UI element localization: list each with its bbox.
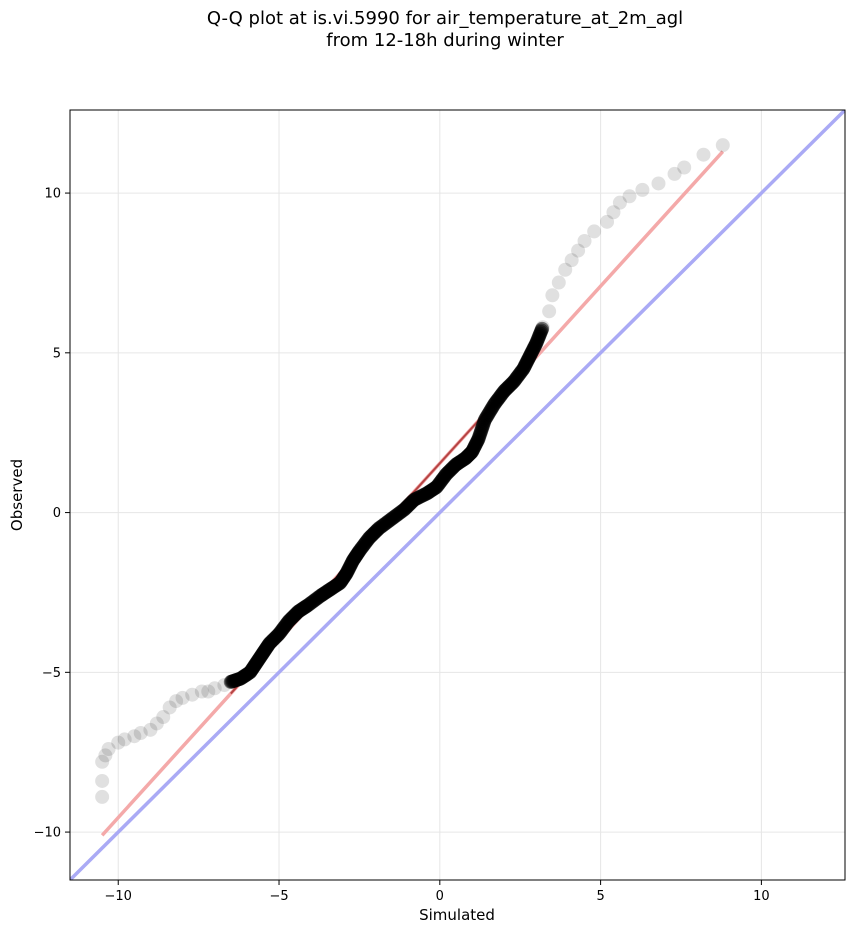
quantile-point: [558, 262, 573, 277]
quantile-point: [95, 789, 110, 804]
quantile-point: [715, 138, 730, 153]
y-tick-label: 0: [53, 506, 61, 521]
grid: [70, 110, 845, 880]
quantile-point: [696, 147, 711, 162]
quantile-point: [95, 773, 110, 788]
quantile-point: [156, 710, 171, 725]
quantile-point: [133, 726, 148, 741]
x-tick-label: −10: [105, 889, 132, 904]
quantile-points: [95, 138, 730, 804]
quantile-point: [535, 320, 550, 335]
quantile-point: [535, 321, 550, 336]
x-tick-label: 0: [436, 889, 444, 904]
quantile-point: [545, 288, 560, 303]
quantile-point: [207, 681, 222, 696]
quantile-point: [551, 275, 566, 290]
y-tick-label: −5: [42, 666, 61, 681]
x-tick-label: −5: [269, 889, 288, 904]
y-axis-label: Observed: [8, 459, 26, 531]
quantile-point: [542, 304, 557, 319]
y-tick-label: 10: [44, 187, 61, 202]
quantile-point: [622, 189, 637, 204]
quantile-point: [635, 182, 650, 197]
y-tick-label: 5: [53, 346, 61, 361]
quantile-point: [117, 732, 132, 747]
quantile-point: [143, 722, 158, 737]
chart-title-line-1: Q-Q plot at is.vi.5990 for air_temperatu…: [206, 8, 684, 29]
quantile-point: [651, 176, 666, 191]
quantile-point: [127, 729, 142, 744]
quantile-point: [677, 160, 692, 175]
quantile-point: [149, 716, 164, 731]
quantile-point: [169, 694, 184, 709]
quantile-point: [587, 224, 602, 239]
plot-frame: [69, 109, 846, 881]
chart-title: Q-Q plot at is.vi.5990 for air_temperatu…: [0, 8, 854, 52]
quantile-point: [175, 690, 190, 705]
quantile-point: [98, 748, 113, 763]
quantile-point: [185, 687, 200, 702]
quantile-point: [667, 166, 682, 181]
quantile-point: [111, 735, 126, 750]
y-tick-label: −10: [34, 826, 61, 841]
quantile-point: [571, 243, 586, 258]
quantile-point: [162, 700, 177, 715]
x-tick-label: 10: [753, 889, 770, 904]
quantile-point: [577, 233, 592, 248]
quantile-point: [606, 205, 621, 220]
quantile-point: [612, 195, 627, 210]
quantile-point: [600, 214, 615, 229]
quantile-point: [201, 684, 216, 699]
quantile-point: [564, 253, 579, 268]
quantile-point: [101, 742, 116, 757]
x-axis-label: Simulated: [419, 906, 495, 924]
lines: [70, 110, 845, 880]
axis-ticks: −10 −5 0 5 10 −10 −5 0 5 10: [34, 187, 770, 904]
quantile-point: [95, 754, 110, 769]
chart-title-line-2: from 12-18h during winter: [326, 30, 564, 51]
x-tick-label: 5: [596, 889, 604, 904]
identity-line: [70, 110, 845, 880]
quantile-point: [194, 684, 209, 699]
